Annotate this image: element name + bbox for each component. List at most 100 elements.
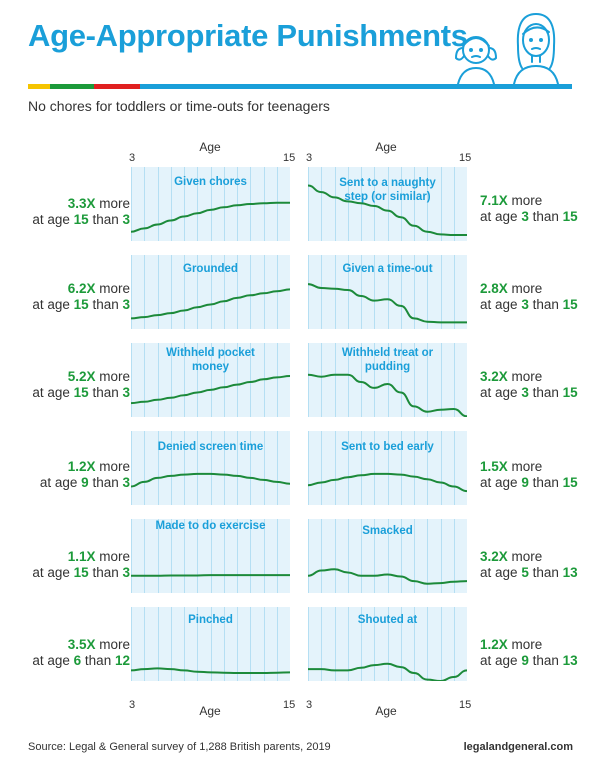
axis-title-bottom-left: Age (199, 704, 221, 718)
tick-bottom-left-start: 3 (129, 699, 136, 711)
multiplier-annotation: 3.3X more at age 15 than 3 (32, 196, 130, 228)
series-line (308, 373, 467, 417)
age-low-value: 15 (562, 297, 578, 312)
multiplier-annotation: 2.8X more at age 3 than 15 (480, 281, 578, 313)
age-low-value: 12 (114, 653, 130, 668)
line-chart (131, 519, 290, 593)
accent-bar-blue (140, 84, 572, 89)
chart-title: Given a time-out (342, 263, 433, 275)
line-chart (308, 519, 467, 593)
tick-top-right-end: 15 (459, 152, 472, 164)
than-text: than (92, 385, 119, 400)
chart-title: Denied screen time (157, 441, 264, 453)
axis-title-bottom-right: Age (375, 704, 397, 718)
chart-panel: Denied screen time (131, 431, 290, 505)
chart-title: Grounded (183, 263, 238, 275)
line-chart (308, 255, 467, 329)
chart-title: Made to do exercise (155, 520, 266, 532)
chart-panel: Withheld treat or pudding (308, 343, 467, 417)
multiplier-annotation: 3.2X more at age 3 than 15 (480, 369, 578, 401)
age-high-value: 3 (521, 297, 529, 312)
chart-title: Pinched (188, 614, 233, 626)
chart-title: Given chores (174, 176, 247, 188)
than-text: than (532, 209, 559, 224)
tick-top-left-end: 15 (283, 152, 296, 164)
age-low-value: 13 (562, 565, 578, 580)
series-line (308, 184, 467, 236)
multiplier-annotation: 3.5X more at age 6 than 12 (32, 637, 130, 669)
multiplier-value: 3.2X (480, 549, 508, 564)
than-text: than (84, 653, 112, 668)
series-line (131, 667, 290, 674)
chart-panel: Grounded (131, 255, 290, 329)
multiplier-value: 3.2X (480, 369, 508, 384)
chart-panel: Pinched (131, 607, 290, 681)
chart-panel: Sent to a naughty step (or similar) (308, 167, 467, 241)
age-low-value: 15 (562, 475, 578, 490)
age-high-value: 9 (81, 475, 89, 490)
chart-title: Withheld pocket money (166, 347, 255, 373)
multiplier-value: 5.2X (67, 369, 96, 384)
tick-top-left-start: 3 (129, 152, 136, 164)
multiplier-annotation: 3.2X more at age 5 than 13 (480, 549, 578, 581)
multiplier-value: 2.8X (480, 281, 508, 296)
multiplier-more-text: more (511, 549, 543, 564)
website-link[interactable]: legalandgeneral.com (463, 741, 573, 753)
line-chart (131, 343, 290, 417)
age-low-value: 3 (122, 212, 130, 227)
multiplier-more-text: more (511, 193, 543, 208)
multiplier-value: 7.1X (480, 193, 508, 208)
age-high-value: 6 (73, 653, 82, 668)
multiplier-value: 1.5X (480, 459, 508, 474)
multiplier-more-text: more (99, 549, 130, 564)
axis-title-top-left: Age (199, 140, 221, 154)
age-high-value: 3 (521, 209, 529, 224)
age-prefix-text: at age (480, 475, 518, 490)
line-chart (131, 255, 290, 329)
age-high-value: 9 (521, 475, 529, 490)
line-chart (131, 167, 290, 241)
page-title: Age-Appropriate Punishments (28, 18, 468, 53)
multiplier-more-text: more (99, 369, 130, 384)
series-line (131, 472, 290, 488)
teenage-girl-icon (513, 12, 559, 85)
age-low-value: 3 (122, 475, 130, 490)
age-prefix-text: at age (480, 297, 518, 312)
series-line (308, 283, 467, 324)
age-prefix-text: at age (480, 385, 518, 400)
chart-panel: Smacked (308, 519, 467, 593)
multiplier-annotation: 1.1X more at age 15 than 3 (32, 549, 130, 581)
age-high-value: 15 (73, 565, 89, 580)
tick-bottom-right-end: 15 (459, 699, 472, 711)
multiplier-more-text: more (99, 637, 130, 652)
line-chart (131, 431, 290, 505)
age-low-value: 3 (122, 565, 130, 580)
axis-title-top-right: Age (375, 140, 397, 154)
chart-panel: Withheld pocket money (131, 343, 290, 417)
series-line (308, 472, 467, 493)
multiplier-value: 3.3X (67, 196, 96, 211)
age-prefix-text: at age (480, 565, 518, 580)
line-chart (308, 343, 467, 417)
age-high-value: 15 (73, 212, 89, 227)
than-text: than (532, 385, 559, 400)
chart-title: Withheld treat or pudding (341, 347, 434, 373)
multiplier-value: 3.5X (67, 637, 96, 652)
age-prefix-text: at age (32, 385, 70, 400)
age-low-value: 3 (122, 297, 130, 312)
age-prefix-text: at age (32, 653, 70, 668)
multiplier-more-text: more (511, 459, 543, 474)
multiplier-more-text: more (511, 281, 543, 296)
chart-panel: Made to do exercise (131, 519, 290, 593)
series-line (131, 574, 290, 577)
multiplier-more-text: more (511, 637, 543, 652)
series-line (308, 568, 467, 585)
multiplier-annotation: 1.2X more at age 9 than 3 (40, 459, 130, 491)
chart-panel: Given a time-out (308, 255, 467, 329)
age-low-value: 15 (562, 385, 578, 400)
accent-bar-red (94, 84, 140, 89)
multiplier-value: 1.2X (480, 637, 508, 652)
chart-title: Sent to a naughty step (or similar) (339, 177, 436, 203)
multiplier-more-text: more (99, 459, 130, 474)
chart-panel: Sent to bed early (308, 431, 467, 505)
